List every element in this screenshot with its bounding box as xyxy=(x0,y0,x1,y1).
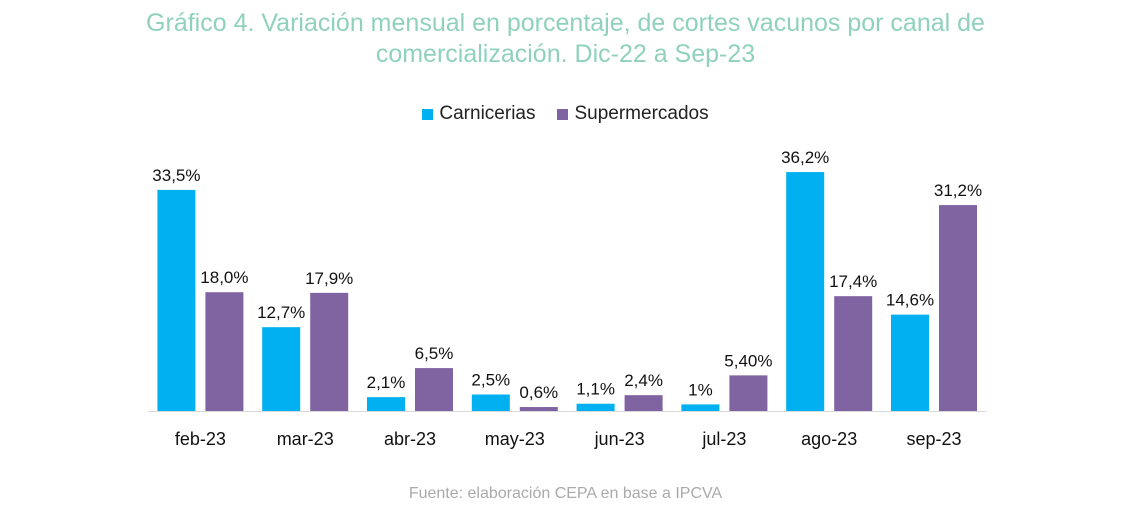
bar-supermercados-abr-23 xyxy=(415,368,453,411)
bar-supermercados-mar-23 xyxy=(310,292,349,411)
data-label-supermercados-feb-23: 18,0% xyxy=(200,268,248,287)
data-label-carnicerias-ago-23: 36,2% xyxy=(781,148,829,167)
bar-carnicerias-may-23 xyxy=(471,394,510,411)
x-tick-label-mar-23: mar-23 xyxy=(277,429,334,449)
data-label-carnicerias-abr-23: 2,1% xyxy=(367,373,406,392)
bar-carnicerias-ago-23 xyxy=(786,172,825,411)
chart-title-line-1: Gráfico 4. Variación mensual en porcenta… xyxy=(146,9,985,37)
data-label-supermercados-abr-23: 6,5% xyxy=(415,344,454,363)
x-tick-label-jul-23: jul-23 xyxy=(701,429,746,449)
data-label-supermercados-mar-23: 17,9% xyxy=(305,269,353,288)
data-label-supermercados-ago-23: 17,4% xyxy=(829,272,877,291)
x-tick-label-feb-23: feb-23 xyxy=(175,429,226,449)
data-label-carnicerias-feb-23: 33,5% xyxy=(152,166,200,185)
bar-carnicerias-jul-23 xyxy=(681,404,720,411)
data-label-supermercados-sep-23: 31,2% xyxy=(934,181,982,200)
legend-label-supermercados: Supermercados xyxy=(574,103,709,124)
bar-supermercados-ago-23 xyxy=(834,296,873,411)
data-label-carnicerias-jul-23: 1% xyxy=(688,380,713,399)
x-tick-label-may-23: may-23 xyxy=(485,429,545,449)
bar-carnicerias-mar-23 xyxy=(262,327,301,411)
legend-swatch-supermercados xyxy=(557,108,569,120)
data-label-supermercados-jun-23: 2,4% xyxy=(624,371,663,390)
x-tick-label-sep-23: sep-23 xyxy=(906,429,961,449)
chart-title-line-2: comercialización. Dic-22 a Sep-23 xyxy=(375,40,756,68)
data-label-supermercados-may-23: 0,6% xyxy=(519,383,558,402)
chart-title: Gráfico 4. Variación mensual en porcenta… xyxy=(0,8,1131,70)
legend-label-carnicerias: Carnicerias xyxy=(439,103,536,124)
bar-supermercados-jun-23 xyxy=(624,395,663,411)
bar-supermercados-may-23 xyxy=(519,407,558,411)
bar-supermercados-feb-23 xyxy=(205,292,244,411)
bar-carnicerias-feb-23 xyxy=(157,189,196,411)
data-label-carnicerias-sep-23: 14,6% xyxy=(886,291,934,310)
x-tick-label-ago-23: ago-23 xyxy=(801,429,857,449)
data-label-supermercados-jul-23: 5,40% xyxy=(724,351,772,370)
source-note: Fuente: elaboración CEPA en base a IPCVA xyxy=(408,485,723,502)
bar-carnicerias-sep-23 xyxy=(891,314,929,411)
bar-supermercados-sep-23 xyxy=(939,205,977,411)
bar-carnicerias-jun-23 xyxy=(576,403,615,411)
legend-swatch-carnicerias xyxy=(422,108,434,120)
data-label-carnicerias-may-23: 2,5% xyxy=(471,371,510,390)
bar-supermercados-jul-23 xyxy=(729,375,768,411)
x-tick-label-abr-23: abr-23 xyxy=(384,429,436,449)
legend-item-carnicerias: Carnicerias xyxy=(422,103,535,125)
data-label-carnicerias-mar-23: 12,7% xyxy=(257,303,305,322)
legend-item-supermercados: Supermercados xyxy=(557,103,709,125)
bar-carnicerias-abr-23 xyxy=(367,397,405,411)
legend: Carnicerias Supermercados xyxy=(0,103,1131,125)
x-tick-label-jun-23: jun-23 xyxy=(594,429,645,449)
data-label-carnicerias-jun-23: 1,1% xyxy=(576,380,615,399)
bar-chart: 33,5% 18,0% feb-23 12,7%17,9% mar-23 2,1% 6,5%… xyxy=(148,148,987,449)
